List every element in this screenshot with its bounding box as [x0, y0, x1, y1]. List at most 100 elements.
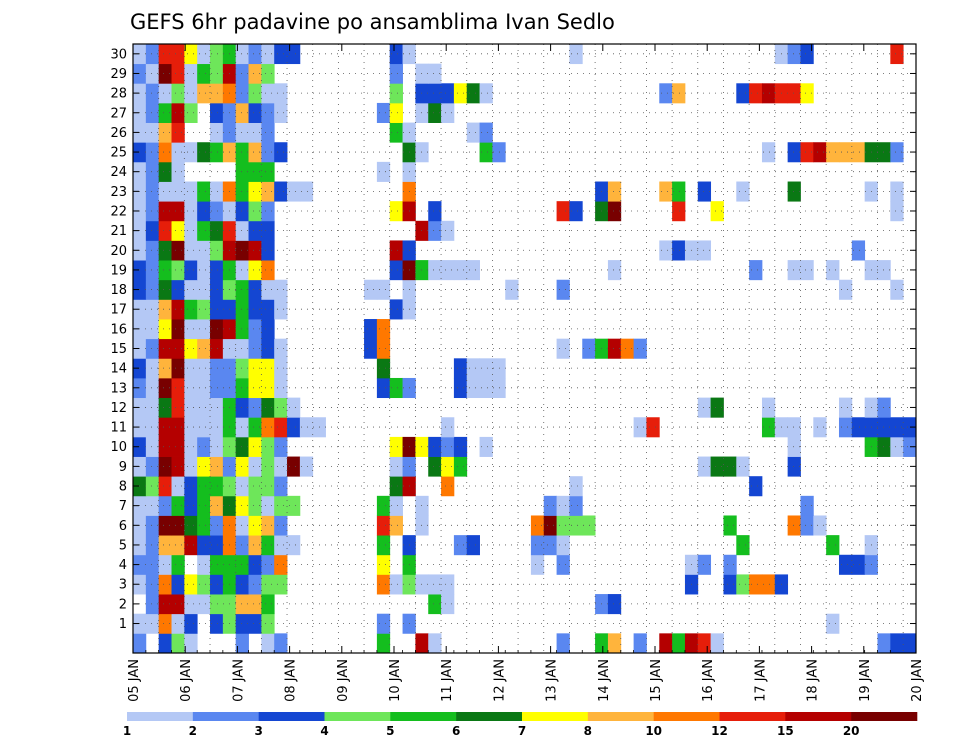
- heatmap-cell: [158, 63, 172, 84]
- y-tick-label: 6: [119, 519, 127, 534]
- y-tick-label: 29: [110, 67, 127, 82]
- heatmap-cell: [389, 63, 403, 84]
- heatmap-cell: [235, 240, 249, 261]
- heatmap-cell: [210, 377, 224, 399]
- heatmap-cell: [723, 554, 737, 575]
- heatmap-cell: [197, 220, 211, 241]
- heatmap-cell: [441, 417, 455, 438]
- heatmap-cell: [210, 102, 224, 123]
- heatmap-cell: [145, 161, 160, 182]
- heatmap-cell: [184, 279, 198, 300]
- heatmap-cell: [453, 535, 468, 556]
- heatmap-cell: [158, 181, 172, 202]
- heatmap-cell: [620, 338, 635, 359]
- heatmap-cell: [543, 495, 557, 516]
- y-axis: 1234567891011121314151617181920212223242…: [110, 47, 916, 632]
- heatmap-cell: [274, 102, 288, 123]
- heatmap-cell: [235, 83, 249, 104]
- heatmap-cell: [415, 515, 429, 536]
- heatmap-cell: [890, 279, 904, 300]
- heatmap-cell: [736, 535, 750, 556]
- heatmap-cell: [672, 240, 686, 261]
- legend-label: 1: [123, 724, 131, 738]
- heatmap-cell: [453, 83, 468, 104]
- heatmap-cell: [145, 299, 160, 320]
- heatmap-cell: [184, 633, 198, 654]
- heatmap-cell: [261, 358, 275, 379]
- y-tick-label: 24: [110, 165, 127, 180]
- heatmap-cell: [248, 201, 262, 222]
- heatmap-cell: [274, 44, 288, 65]
- heatmap-cell: [633, 417, 647, 438]
- heatmap-cell: [158, 299, 172, 320]
- heatmap-cell: [210, 476, 224, 497]
- heatmap-cell: [158, 574, 172, 595]
- heatmap-cell: [171, 260, 185, 281]
- heatmap-cell: [184, 436, 198, 457]
- heatmap-cell: [389, 436, 403, 457]
- x-tick-label: 07 JAN: [231, 659, 246, 702]
- heatmap-cell: [158, 102, 172, 123]
- heatmap-cell: [197, 476, 211, 497]
- heatmap-cell: [184, 44, 198, 65]
- heatmap-cell: [877, 142, 891, 163]
- heatmap-cell: [145, 102, 160, 123]
- heatmap-cell: [235, 338, 249, 359]
- heatmap-cell: [838, 397, 853, 418]
- heatmap-cell: [261, 299, 275, 320]
- heatmap-cell: [210, 397, 224, 418]
- heatmap-cell: [145, 554, 160, 575]
- heatmap-cell: [261, 122, 275, 143]
- heatmap-cell: [659, 181, 673, 202]
- heatmap-cell: [184, 181, 198, 202]
- heatmap-cell: [389, 44, 403, 65]
- heatmap-cell: [569, 476, 583, 497]
- heatmap-cell: [210, 535, 224, 556]
- heatmap-cell: [428, 220, 442, 241]
- heatmap-cell: [184, 397, 198, 418]
- heatmap-cell: [376, 574, 391, 595]
- heatmap-cell: [261, 574, 275, 595]
- heatmap-cell: [761, 142, 776, 163]
- heatmap-cell: [171, 574, 185, 595]
- heatmap-cell: [184, 613, 198, 634]
- heatmap-cell: [184, 102, 198, 123]
- heatmap-cell: [235, 220, 249, 241]
- heatmap-cell: [389, 574, 403, 595]
- heatmap-cell: [158, 319, 172, 340]
- heatmap-cell: [556, 338, 570, 359]
- legend-swatch: [785, 712, 852, 721]
- heatmap-cell: [428, 63, 442, 84]
- heatmap-cell: [261, 613, 275, 634]
- y-tick-label: 14: [110, 362, 127, 377]
- heatmap-cell: [235, 161, 249, 182]
- heatmap-cell: [261, 319, 275, 340]
- heatmap-cell: [184, 476, 198, 497]
- heatmap-cell: [210, 417, 224, 438]
- heatmap-cell: [787, 181, 801, 202]
- heatmap-cell: [646, 417, 660, 438]
- heatmap-cell: [184, 574, 198, 595]
- heatmap-cell: [787, 142, 801, 163]
- heatmap-cell: [145, 417, 160, 438]
- heatmap-cell: [210, 181, 224, 202]
- heatmap-cell: [171, 535, 185, 556]
- heatmap-cell: [197, 397, 211, 418]
- heatmap-cell: [235, 142, 249, 163]
- x-tick-label: 18 JAN: [806, 659, 821, 702]
- heatmap-cell: [145, 260, 160, 281]
- heatmap-cell: [530, 554, 545, 575]
- heatmap-cell: [787, 417, 801, 438]
- heatmap-cell: [235, 201, 249, 222]
- heatmap-cell: [287, 495, 301, 516]
- y-tick-label: 2: [119, 597, 127, 612]
- heatmap-cell: [890, 417, 904, 438]
- heatmap-cell: [145, 495, 160, 516]
- legend-swatch: [324, 712, 391, 721]
- heatmap-cell: [235, 574, 249, 595]
- heatmap-cell: [274, 83, 288, 104]
- heatmap-cell: [274, 358, 288, 379]
- heatmap-cell: [248, 495, 262, 516]
- y-tick-label: 12: [110, 401, 127, 416]
